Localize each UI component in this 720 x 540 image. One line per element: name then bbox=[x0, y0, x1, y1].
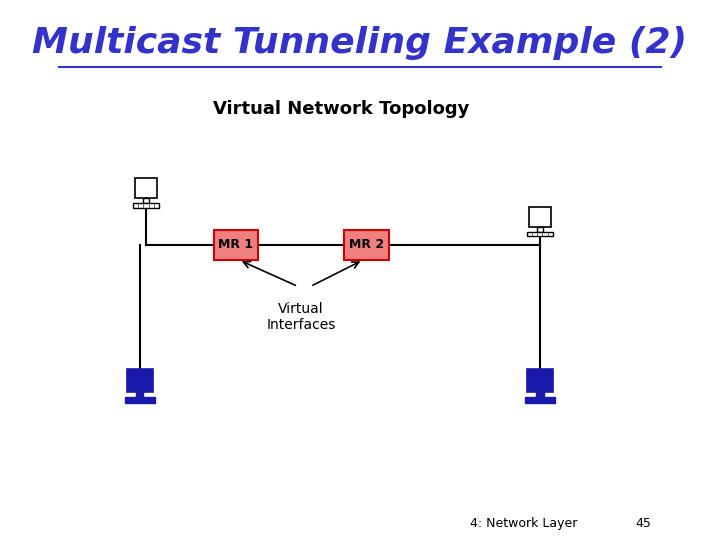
Bar bbox=[214, 230, 258, 260]
Text: MR 2: MR 2 bbox=[348, 239, 384, 252]
Bar bbox=[143, 198, 149, 203]
Bar bbox=[527, 232, 553, 237]
Bar bbox=[536, 392, 544, 397]
Text: Multicast Tunneling Example (2): Multicast Tunneling Example (2) bbox=[32, 26, 688, 60]
Bar bbox=[528, 207, 551, 227]
Bar bbox=[536, 227, 543, 232]
Bar bbox=[525, 397, 555, 403]
Text: 4: Network Layer: 4: Network Layer bbox=[469, 517, 577, 530]
Bar bbox=[125, 397, 155, 403]
Bar bbox=[136, 392, 143, 397]
Text: Virtual Network Topology: Virtual Network Topology bbox=[213, 100, 469, 118]
Bar bbox=[127, 369, 153, 392]
Text: MR 1: MR 1 bbox=[218, 239, 253, 252]
Bar bbox=[133, 203, 159, 208]
Bar bbox=[344, 230, 389, 260]
Bar bbox=[527, 369, 553, 392]
Bar bbox=[135, 178, 157, 198]
Text: 45: 45 bbox=[636, 517, 652, 530]
Text: Virtual
Interfaces: Virtual Interfaces bbox=[266, 302, 336, 333]
